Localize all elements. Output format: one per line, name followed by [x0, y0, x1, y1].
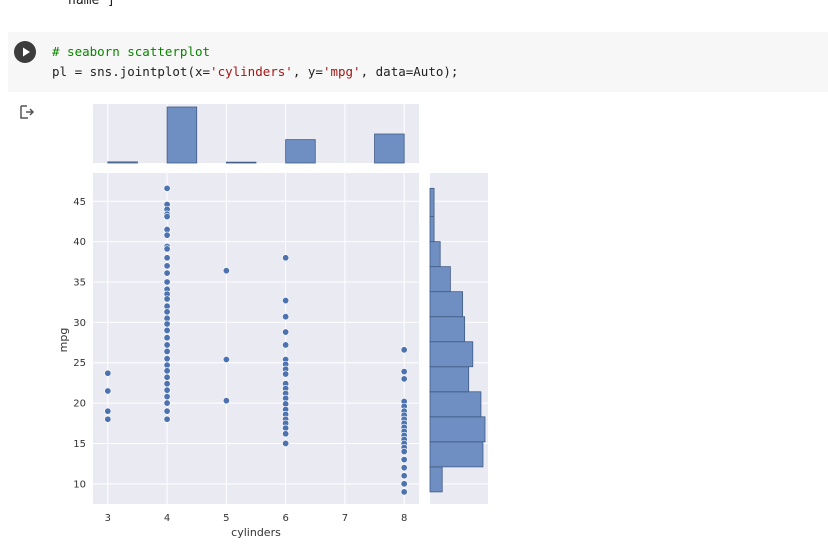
x-tick-label: 6 [282, 513, 288, 524]
x-tick-label: 8 [401, 513, 407, 524]
scatter-point [104, 369, 112, 377]
scatter-point [400, 368, 408, 376]
right-hist-bar [429, 266, 451, 293]
previous-output-tail: name ] [68, 0, 115, 8]
scatter-point [163, 254, 171, 262]
play-icon [23, 47, 30, 57]
scatter-point [163, 213, 171, 221]
scatter-point [163, 373, 171, 381]
x-tick-label: 7 [342, 513, 348, 524]
y-tick-label: 20 [73, 399, 86, 410]
scatter-point [222, 267, 230, 275]
scatter-point [163, 295, 171, 303]
right-hist-bar [429, 366, 470, 393]
scatter-point [163, 184, 171, 192]
x-tick-label: 4 [164, 513, 170, 524]
code-token: , y= [292, 64, 323, 79]
scatter-point [104, 407, 112, 415]
x-tick-label: 5 [223, 513, 229, 524]
scatter-point [104, 415, 112, 423]
right-hist-bar [429, 216, 435, 243]
top-hist-bar [166, 106, 198, 164]
scatter-point [282, 328, 290, 336]
right-hist-bar [429, 187, 435, 217]
scatter-point [282, 297, 290, 305]
top-hist-bar [225, 161, 257, 164]
y-axis-label: mpg [57, 328, 70, 353]
y-tick-label: 25 [73, 358, 86, 369]
code-editor[interactable]: # seaborn scatterplot pl = sns.jointplot(… [52, 42, 458, 82]
y-tick-label: 35 [73, 277, 86, 288]
output-arrow-icon[interactable] [19, 104, 37, 122]
top-hist-bar [285, 139, 316, 164]
scatter-point [163, 245, 171, 253]
scatter-point [163, 355, 171, 363]
scatter-axes [93, 173, 419, 504]
scatter-point [282, 313, 290, 321]
scatter-point [282, 341, 290, 349]
scatter-point [104, 387, 112, 395]
scatter-point [163, 386, 171, 394]
scatter-point [163, 278, 171, 286]
scatter-point [163, 341, 171, 349]
right-hist-bar [429, 341, 474, 368]
code-comment: # seaborn scatterplot [52, 44, 211, 59]
y-tick-label: 40 [73, 237, 86, 248]
y-tick-label: 10 [73, 479, 86, 490]
y-tick-label: 15 [73, 439, 86, 450]
top-hist-bar [374, 133, 405, 164]
code-string: 'mpg' [322, 64, 361, 79]
scatter-point [163, 367, 171, 375]
run-cell-button[interactable] [14, 41, 36, 63]
y-tick-label: 45 [73, 197, 86, 208]
x-tick-label: 3 [105, 513, 111, 524]
scatter-point [163, 231, 171, 239]
scatter-point [282, 254, 290, 262]
scatter-point [222, 355, 230, 363]
scatter-point [400, 480, 408, 488]
scatter-point [400, 448, 408, 456]
code-line: pl = sns.jointplot(x='cylinders', y='mpg… [52, 62, 458, 82]
scatter-point [163, 415, 171, 423]
y-tick-label: 30 [73, 318, 86, 329]
right-hist-bar [429, 241, 441, 268]
scatter-point [163, 334, 171, 342]
scatter-point [282, 430, 290, 438]
scatter-point [400, 472, 408, 480]
scatter-point [163, 320, 171, 328]
right-hist-bar [429, 441, 484, 468]
code-string: 'cylinders' [210, 64, 293, 79]
right-hist-bar [429, 466, 443, 493]
right-hist-bar [429, 416, 486, 443]
scatter-point [400, 375, 408, 383]
code-cell[interactable] [8, 32, 828, 92]
scatter-point [282, 370, 290, 378]
x-axis-label: cylinders [231, 526, 281, 539]
right-hist-bar [429, 316, 466, 343]
scatter-point [163, 269, 171, 277]
right-hist-bar [429, 391, 482, 418]
scatter-point [163, 407, 171, 415]
scatter-point [400, 488, 408, 496]
scatter-point [163, 308, 171, 316]
scatter-point [400, 346, 408, 354]
scatter-point [163, 380, 171, 388]
scatter-point [400, 456, 408, 464]
code-token: , data=Auto); [360, 64, 459, 79]
top-histogram-axes [93, 104, 419, 163]
scatter-point [163, 399, 171, 407]
scatter-point [163, 326, 171, 334]
scatter-point [222, 397, 230, 405]
code-token: pl = sns.jointplot(x= [52, 64, 211, 79]
scatter-point [163, 393, 171, 401]
scatter-point [163, 262, 171, 270]
scatter-point [282, 439, 290, 447]
scatter-point [163, 347, 171, 355]
top-hist-bar [107, 161, 138, 164]
right-hist-bar [429, 291, 463, 318]
scatter-point [400, 464, 408, 472]
